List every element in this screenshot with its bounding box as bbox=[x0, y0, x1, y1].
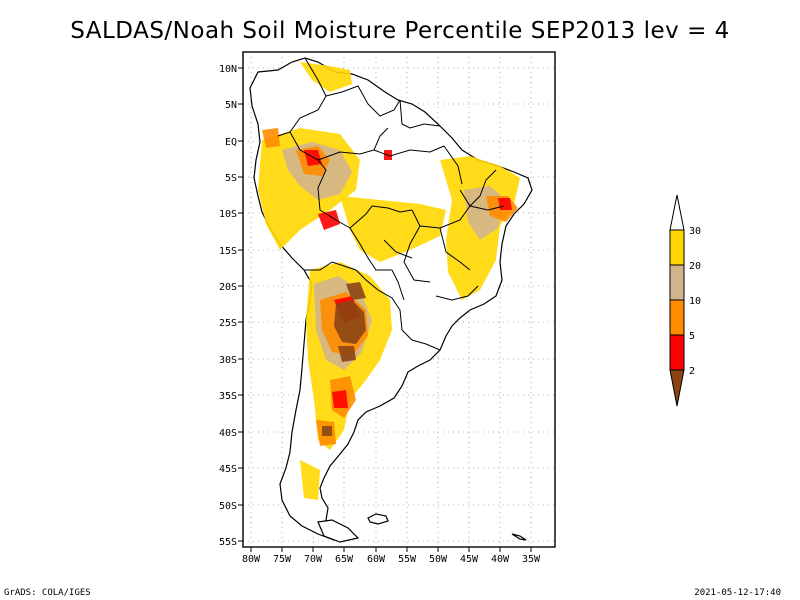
lon-label: 45W bbox=[460, 554, 479, 565]
lat-label: 45S bbox=[219, 464, 237, 475]
colorbar-label-20: 20 bbox=[689, 261, 701, 272]
longitude-labels: 80W 75W 70W 65W 60W 55W 50W 45W 40W 35W bbox=[242, 554, 541, 565]
percentile-patch bbox=[332, 390, 348, 408]
lon-label: 55W bbox=[398, 554, 417, 565]
footer-credit: GrADS: COLA/IGES bbox=[4, 588, 91, 598]
colorbar-band-2-5 bbox=[669, 334, 685, 371]
percentile-patch bbox=[300, 62, 352, 92]
percentile-shading bbox=[258, 62, 520, 500]
footer-timestamp: 2021-05-12-17:40 bbox=[694, 588, 781, 598]
colorbar-band-10-20 bbox=[669, 264, 685, 301]
country-borders bbox=[277, 57, 505, 351]
lat-label: 35S bbox=[219, 391, 237, 402]
colorbar-band-5-10 bbox=[669, 299, 685, 336]
percentile-patch bbox=[340, 196, 446, 262]
lat-label: 10S bbox=[219, 209, 237, 220]
lat-label: 5S bbox=[225, 173, 237, 184]
percentile-patch bbox=[322, 426, 332, 436]
map-border bbox=[242, 51, 556, 548]
lon-label: 70W bbox=[304, 554, 323, 565]
lon-label: 35W bbox=[522, 554, 541, 565]
lon-label: 65W bbox=[335, 554, 354, 565]
colorbar-bottom-arrow bbox=[669, 369, 685, 407]
lat-label: 40S bbox=[219, 428, 237, 439]
lon-label: 75W bbox=[273, 554, 292, 565]
map-title: SALDAS/Noah Soil Moisture Percentile SEP… bbox=[70, 18, 730, 44]
percentile-patch bbox=[300, 460, 320, 500]
lat-label: 55S bbox=[219, 537, 237, 548]
percentile-patch bbox=[346, 282, 366, 300]
south-america-landmass bbox=[249, 57, 533, 541]
lat-label: 10N bbox=[219, 64, 237, 75]
lat-label: 30S bbox=[219, 355, 237, 366]
colorbar-label-10: 10 bbox=[689, 296, 701, 307]
south-georgia bbox=[511, 533, 527, 541]
percentile-patch bbox=[334, 300, 366, 344]
lon-label: 40W bbox=[491, 554, 510, 565]
colorbar-label-5: 5 bbox=[689, 331, 695, 342]
colorbar-label-30: 30 bbox=[689, 226, 701, 237]
lon-label: 60W bbox=[367, 554, 386, 565]
percentile-patch bbox=[498, 198, 512, 210]
percentile-patch bbox=[318, 210, 340, 230]
falkland-islands bbox=[367, 513, 389, 525]
percentile-patch bbox=[262, 128, 280, 148]
latitude-labels: 10N 5N EQ 5S 10S 15S 20S 25S 30S 35S 40S 45S 50S 55S bbox=[219, 64, 237, 548]
lon-label: 80W bbox=[242, 554, 261, 565]
lat-label: 5N bbox=[225, 100, 237, 111]
percentile-patch bbox=[304, 150, 322, 166]
lat-label: 25S bbox=[219, 318, 237, 329]
colorbar-label-2: 2 bbox=[689, 366, 695, 377]
lon-label: 50W bbox=[429, 554, 448, 565]
lat-label: 15S bbox=[219, 246, 237, 257]
percentile-patch bbox=[338, 346, 356, 362]
colorbar-band-20-30 bbox=[669, 229, 685, 266]
axis-ticks bbox=[238, 67, 532, 552]
colorbar-top-arrow bbox=[669, 194, 685, 231]
lat-label: EQ bbox=[225, 137, 237, 148]
colorbar: 30 20 10 5 2 bbox=[669, 194, 701, 407]
tierra-del-fuego bbox=[317, 519, 360, 543]
lat-label: 50S bbox=[219, 501, 237, 512]
lat-label: 20S bbox=[219, 282, 237, 293]
